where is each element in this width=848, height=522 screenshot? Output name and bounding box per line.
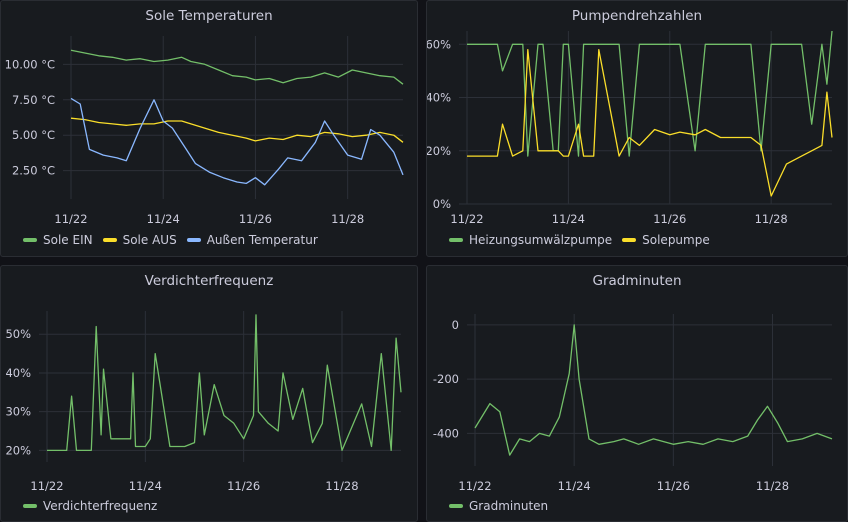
y-tick-label: 20% — [427, 144, 451, 158]
y-tick-label: 10.00 °C — [5, 57, 55, 71]
y-tick-label: 5.00 °C — [12, 128, 55, 142]
panel-title[interactable]: Verdichterfrequenz — [144, 273, 274, 289]
y-tick-label: 50% — [5, 327, 31, 341]
x-tick-label: 11/22 — [30, 479, 63, 493]
x-tick-label: 11/28 — [331, 212, 364, 226]
legend-label: Heizungsumwälzpumpe — [469, 233, 613, 247]
series-line-verdichterfrequenz[interactable] — [47, 314, 402, 452]
x-tick-label: 11/22 — [54, 212, 87, 226]
panel-sole-temperaturen: Sole Temperaturen 10.00 °C 7.50 °C 5.00 °C… — [0, 0, 418, 257]
legend: Gradminuten — [449, 499, 548, 513]
chart-pumpendrehzahlen: 60% 40% 20% 0%11/22 11/24 11/26 11/28 — [427, 30, 833, 226]
series-line-sole-aus[interactable] — [70, 117, 404, 143]
x-tick-label: 11/28 — [755, 212, 788, 226]
series-line-gradminuten[interactable] — [474, 324, 833, 456]
legend: Heizungsumwälzpumpe Solepumpe — [449, 233, 710, 247]
y-tick-label: 0% — [433, 197, 451, 211]
legend-swatch — [186, 238, 201, 242]
series-line-heizungsumwälzpumpe[interactable] — [467, 30, 833, 157]
panel-title[interactable]: Pumpendrehzahlen — [571, 8, 703, 24]
legend-label: Außen Temperatur — [206, 233, 318, 247]
legend-label: Gradminuten — [469, 499, 549, 513]
legend-item[interactable]: Heizungsumwälzpumpe — [449, 233, 612, 247]
x-tick-label: 11/26 — [227, 479, 260, 493]
legend-item[interactable]: Gradminuten — [449, 499, 548, 513]
x-tick-label: 11/26 — [239, 212, 272, 226]
panel-title[interactable]: Sole Temperaturen — [145, 8, 273, 24]
x-tick-label: 11/22 — [458, 479, 491, 493]
chart-gradminuten: 0 -200 -400 11/22 11/24 11/26 11/28 — [433, 314, 833, 493]
x-tick-label: 11/28 — [756, 479, 789, 493]
legend-item[interactable]: Verdichterfrequenz — [23, 499, 157, 513]
series-line-solepumpe[interactable] — [467, 48, 833, 197]
legend-swatch — [23, 238, 37, 242]
x-tick-label: 11/26 — [653, 212, 686, 226]
x-tick-label: 11/28 — [325, 479, 358, 493]
y-tick-label: 20% — [5, 443, 31, 457]
legend-swatch — [102, 238, 117, 242]
y-tick-label: -400 — [433, 426, 459, 440]
panel-verdichterfrequenz: Verdichterfrequenz 50% 40% 30% 20% 11/22 11/2… — [0, 265, 418, 522]
y-tick-label: -200 — [433, 372, 459, 386]
chart-verdichterfrequenz: 50% 40% 30% 20% 11/22 11/24 11/26 11/28 — [5, 311, 402, 493]
legend-item[interactable]: Solepumpe — [622, 233, 710, 247]
legend-swatch — [622, 238, 637, 242]
x-tick-label: 11/24 — [129, 479, 162, 493]
x-tick-label: 11/24 — [558, 479, 591, 493]
x-tick-label: 11/24 — [147, 212, 180, 226]
x-tick-label: 11/26 — [657, 479, 690, 493]
legend-item[interactable]: Sole EIN — [23, 233, 93, 247]
y-tick-label: 2.50 °C — [12, 164, 55, 178]
panel-title[interactable]: Gradminuten — [592, 273, 682, 289]
y-tick-label: 40% — [5, 366, 31, 380]
y-tick-label: 40% — [427, 91, 451, 105]
y-tick-label: 0 — [452, 318, 459, 332]
legend-label: Sole AUS — [122, 233, 177, 247]
legend-item[interactable]: Sole AUS — [102, 233, 177, 247]
legend: Verdichterfrequenz — [23, 499, 157, 513]
y-tick-label: 60% — [427, 37, 451, 51]
legend-swatch — [449, 504, 463, 508]
legend-label: Sole EIN — [43, 233, 93, 247]
panel-pumpendrehzahlen: Pumpendrehzahlen 60% 40% 20% 0% 11/22 11/24 11… — [426, 0, 848, 257]
y-tick-label: 7.50 °C — [12, 93, 55, 107]
legend: Sole EIN Sole AUS Außen Temperatur — [23, 233, 318, 247]
legend-swatch — [449, 238, 463, 242]
y-tick-label: 30% — [5, 405, 31, 419]
legend-label: Solepumpe — [642, 233, 710, 247]
x-tick-label: 11/24 — [552, 212, 585, 226]
panel-gradminuten: Gradminuten 0 -200 -400 11/22 11/24 11/26 11/2… — [426, 265, 848, 522]
x-tick-label: 11/22 — [450, 212, 483, 226]
series-line-sole-ein[interactable] — [70, 49, 404, 85]
legend-label: Verdichterfrequenz — [43, 499, 158, 513]
legend-swatch — [23, 504, 37, 508]
series-line-außen-temperatur[interactable] — [70, 97, 404, 186]
legend-item[interactable]: Außen Temperatur — [186, 233, 318, 247]
chart-sole-temperaturen: 10.00 °C 7.50 °C 5.00 °C 2.50 °C 11/22 11/24 1… — [5, 36, 404, 226]
